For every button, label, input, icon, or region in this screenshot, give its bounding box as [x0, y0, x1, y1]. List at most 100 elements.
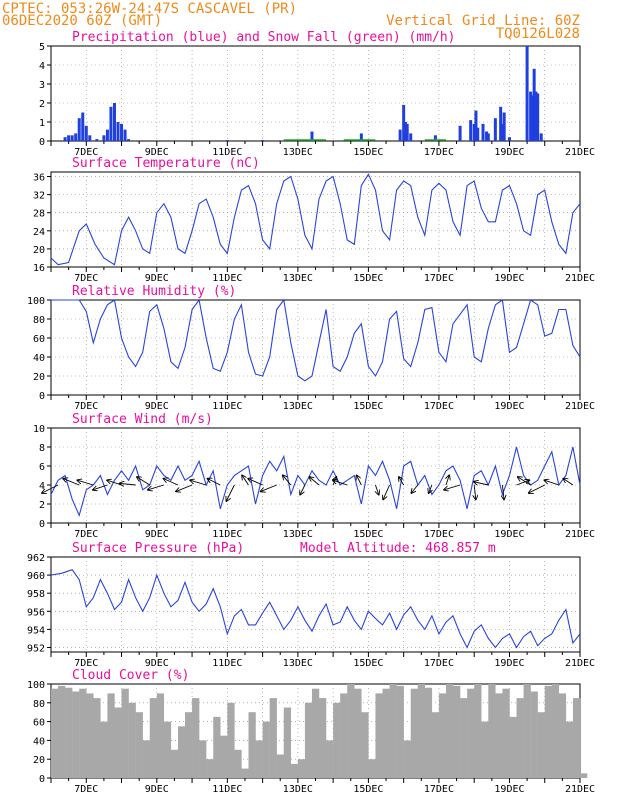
cloud-bar	[340, 693, 348, 778]
cloud-bar	[495, 693, 503, 778]
precip-bar	[63, 137, 67, 141]
precip-bar	[507, 137, 511, 141]
wind-arrow	[207, 479, 221, 486]
pressure-xtick-label: 7DEC	[74, 658, 98, 669]
cloud-bar	[347, 684, 355, 778]
wind-arrow	[502, 484, 504, 499]
precip-bar	[530, 95, 534, 141]
pressure-xtick-label: 17DEC	[424, 658, 454, 669]
precip-bar	[485, 131, 489, 141]
cloud-bar	[269, 698, 277, 778]
wind-arrow	[248, 479, 263, 486]
cloud-xtick-label: 13DEC	[283, 784, 313, 795]
temperature-ytick-label: 16	[33, 263, 45, 274]
pressure-ytick-label: 960	[27, 571, 45, 582]
wind-panel: 0 2 4 6 8 10 7DEC 9DEC 11DEC 13DEC 15DEC 17DEC 19DEC…	[33, 412, 595, 540]
humidity-ytick-label: 20	[33, 372, 45, 383]
precip-bar	[77, 118, 81, 141]
wind-arrow	[226, 484, 235, 501]
cloud-bar	[248, 712, 256, 778]
pressure-xtick-label: 11DEC	[212, 658, 242, 669]
precip-bar	[81, 112, 85, 141]
wind-arrow	[357, 475, 362, 486]
cloud-bar	[297, 759, 306, 778]
cloud-bar	[170, 749, 179, 778]
wind-arrow	[474, 484, 476, 499]
precip-bar	[458, 125, 462, 141]
cloud-bar	[128, 702, 136, 778]
precip-bar	[476, 127, 480, 141]
cloud-bar	[177, 726, 186, 778]
precip-bar	[499, 106, 503, 141]
precip-ytick-label: 5	[39, 42, 45, 53]
humidity-xtick-label: 19DEC	[494, 401, 524, 412]
pressure-frame	[50, 556, 581, 653]
temperature-title: Surface Temperature (nC)	[72, 156, 260, 171]
humidity-xtick-label: 13DEC	[283, 401, 313, 412]
cloud-ytick-label: 100	[27, 680, 45, 691]
wind-arrow	[375, 484, 378, 495]
precip-bar	[403, 122, 407, 141]
precip-bar	[70, 135, 74, 141]
cloud-xtick-label: 9DEC	[145, 784, 169, 795]
cloud-bar	[389, 684, 397, 778]
precip-xtick-label: 11DEC	[212, 147, 242, 158]
precip-bar	[123, 129, 127, 141]
wind-series-line	[50, 446, 581, 518]
cloud-bar	[438, 693, 447, 778]
cloud-bar	[551, 684, 560, 778]
cloud-bar	[431, 712, 440, 778]
cloud-bar	[304, 702, 313, 778]
humidity-ytick-label: 100	[27, 296, 45, 307]
cloud-bar	[149, 698, 158, 778]
cloud-bar	[276, 754, 284, 778]
wind-xtick-label: 15DEC	[353, 529, 383, 540]
cloud-bar	[72, 691, 80, 778]
cloud-bar	[467, 688, 475, 778]
cloud-xtick-label: 15DEC	[353, 784, 383, 795]
cloud-bar	[135, 712, 143, 778]
precip-bar	[109, 106, 113, 141]
precip-xtick-label: 19DEC	[494, 147, 524, 158]
humidity-ytick-label: 40	[33, 353, 45, 364]
cloud-xtick-label: 19DEC	[494, 784, 524, 795]
precip-ytick-label: 3	[39, 80, 45, 91]
header-station: CPTEC: 053:26W-24:47S CASCAVEL (PR)	[2, 1, 297, 17]
precip-bar	[493, 118, 497, 141]
humidity-xtick-label: 11DEC	[212, 401, 242, 412]
pressure-ytick-label: 958	[27, 589, 45, 600]
pressure-xtick-label: 21DEC	[565, 658, 595, 669]
precip-ytick-label: 1	[39, 118, 45, 129]
precip-xtick-label: 7DEC	[74, 147, 98, 158]
precip-bar	[539, 133, 543, 141]
cloud-bar	[227, 702, 235, 778]
wind-arrow	[261, 484, 277, 491]
cloud-bar	[311, 688, 320, 778]
cloud-bar	[156, 693, 165, 778]
precip-bar	[474, 110, 478, 141]
precip-bar	[502, 112, 506, 141]
temperature-series-line	[50, 173, 581, 266]
temperature-xtick-label: 15DEC	[353, 273, 383, 284]
cloud-bar	[509, 716, 517, 778]
precip-xtick-label: 9DEC	[145, 147, 169, 158]
precip-bar	[532, 68, 536, 141]
cloud-bar	[474, 684, 482, 778]
precip-bar	[402, 104, 406, 141]
precip-title: Precipitation (blue) and Snow Fall (gree…	[72, 30, 456, 45]
precip-bar	[261, 140, 265, 141]
cloud-bar	[460, 698, 468, 778]
precip-bar	[112, 103, 116, 141]
cloud-bar	[382, 688, 390, 778]
precip-bar	[127, 139, 131, 141]
wind-arrow	[399, 477, 405, 486]
humidity-ytick-label: 80	[33, 315, 45, 326]
wind-arrow	[242, 475, 249, 486]
pressure-annotation: Model Altitude: 468.857 m	[300, 541, 496, 556]
wind-arrow	[446, 475, 449, 486]
pressure-ytick-label: 956	[27, 607, 45, 618]
cloud-bar	[544, 685, 552, 778]
precip-bar	[359, 133, 363, 141]
wind-ytick-label: 4	[39, 481, 45, 492]
wind-arrow	[190, 480, 207, 486]
